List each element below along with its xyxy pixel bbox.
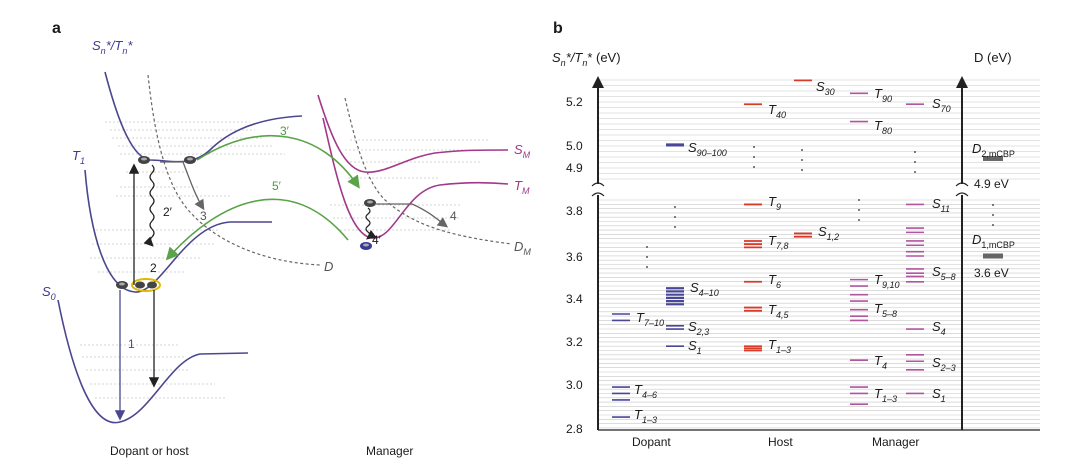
panel-b-label: b [553, 20, 563, 37]
tick-3.8: 3.8 [566, 204, 583, 218]
svg-text:T80: T80 [874, 118, 892, 136]
upper-grid [598, 79, 1040, 180]
svg-text:S11: S11 [932, 196, 950, 214]
svg-text:S70: S70 [932, 96, 951, 114]
tick-3.4: 3.4 [566, 292, 583, 306]
process-label-3: 3 [200, 209, 207, 223]
panel-b-axes [591, 76, 1040, 431]
lower-grid [598, 199, 1040, 429]
svg-text:T9: T9 [768, 194, 781, 212]
svg-text:T1–3: T1–3 [768, 337, 791, 355]
process-label-2: 2 [150, 261, 157, 275]
excited-curve [104, 71, 303, 163]
column-label-dopant: Dopant [632, 435, 671, 449]
svg-text:T4,5: T4,5 [768, 302, 789, 320]
svg-text:T90: T90 [874, 86, 892, 104]
tm-curve [322, 117, 509, 239]
x-label-dopant-host: Dopant or host [110, 444, 189, 458]
svg-text:T5–8: T5–8 [874, 301, 897, 319]
tick-3.0: 3.0 [566, 378, 583, 392]
svg-text:T7,8: T7,8 [768, 233, 788, 251]
sm-curve [317, 94, 509, 173]
svg-text:T40: T40 [768, 102, 786, 120]
sm-label: SM [514, 142, 531, 160]
host-labels: S30 T40 T9 T7,8 S1,2 T6 T4,5 T1–3 [768, 79, 839, 355]
tick-5.0: 5.0 [566, 139, 583, 153]
d-level-bar [983, 253, 1003, 259]
tick-5.2: 5.2 [566, 95, 583, 109]
process-label-4prime: 4′ [372, 233, 382, 247]
process-label-2prime: 2′ [163, 205, 173, 219]
tick-3.6: 3.6 [566, 250, 583, 264]
svg-text:S1: S1 [932, 386, 946, 404]
svg-text:S4: S4 [932, 319, 946, 337]
process-label-3prime: 3′ [280, 124, 290, 138]
tick-4.9: 4.9 [566, 161, 583, 175]
svg-text:S90–100: S90–100 [688, 140, 727, 158]
dopant-labels: S90–100 S4–10 T7–10 S2,3 S1 T4–6 T1–3 [634, 140, 727, 425]
svg-text:S2,3: S2,3 [688, 319, 709, 337]
s0-label: S0 [42, 284, 56, 302]
svg-text:T4–6: T4–6 [634, 382, 657, 400]
tick-2.8: 2.8 [566, 422, 583, 436]
svg-text:T1–3: T1–3 [874, 386, 897, 404]
panel-a-label: a [52, 20, 61, 37]
y-ticks: 5.2 5.0 4.9 3.8 3.6 3.4 3.2 3.0 2.8 [566, 95, 583, 436]
svg-text:S30: S30 [816, 79, 835, 97]
s0-curve [57, 299, 249, 424]
t1-label: T1 [72, 148, 85, 166]
svg-text:T4: T4 [874, 353, 887, 371]
svg-text:3.6 eV: 3.6 eV [974, 266, 1009, 280]
process-label-4: 4 [450, 209, 457, 223]
dm-label: DM [514, 239, 531, 257]
svg-text:S4–10: S4–10 [690, 280, 719, 298]
svg-text:S1,2: S1,2 [818, 224, 839, 242]
svg-text:S5–8: S5–8 [932, 264, 956, 282]
excited-curve-label: Sn*/Tn* [92, 38, 133, 56]
y-right-title: D (eV) [974, 50, 1012, 65]
ellipsis-dots [646, 146, 994, 268]
svg-text:T6: T6 [768, 272, 781, 290]
panel-a-arrows [114, 134, 449, 421]
tm-label: TM [514, 178, 530, 196]
svg-text:S2–3: S2–3 [932, 355, 956, 373]
t1-curve [84, 169, 272, 293]
svg-text:T7–10: T7–10 [636, 310, 664, 328]
d-labels: D2,mCBP 4.9 eV D1,mCBP 3.6 eV [972, 141, 1015, 280]
d-level-bar [983, 155, 1003, 161]
d-label: D [324, 259, 333, 274]
column-label-manager: Manager [872, 435, 919, 449]
svg-text:T9,10: T9,10 [874, 272, 899, 290]
d-curve [147, 74, 321, 266]
process-label-1: 1 [128, 337, 135, 351]
svg-text:4.9 eV: 4.9 eV [974, 177, 1009, 191]
svg-text:S1: S1 [688, 338, 702, 356]
energy-levels [612, 79, 1003, 418]
y-left-title: Sn*/Tn* (eV) [552, 50, 621, 68]
tick-3.2: 3.2 [566, 335, 583, 349]
svg-text:T1–3: T1–3 [634, 407, 657, 425]
process-label-5prime: 5′ [272, 179, 282, 193]
exciton-markers [116, 156, 376, 292]
svg-text:D2,mCBP: D2,mCBP [972, 141, 1015, 159]
x-label-manager: Manager [366, 444, 413, 458]
column-label-host: Host [768, 435, 793, 449]
manager-labels: T90 S70 T80 S11 T9,10 S5–8 T5–8 S4 T4 S2… [874, 86, 956, 404]
svg-text:D1,mCBP: D1,mCBP [972, 232, 1015, 250]
dm-curve [344, 97, 513, 245]
